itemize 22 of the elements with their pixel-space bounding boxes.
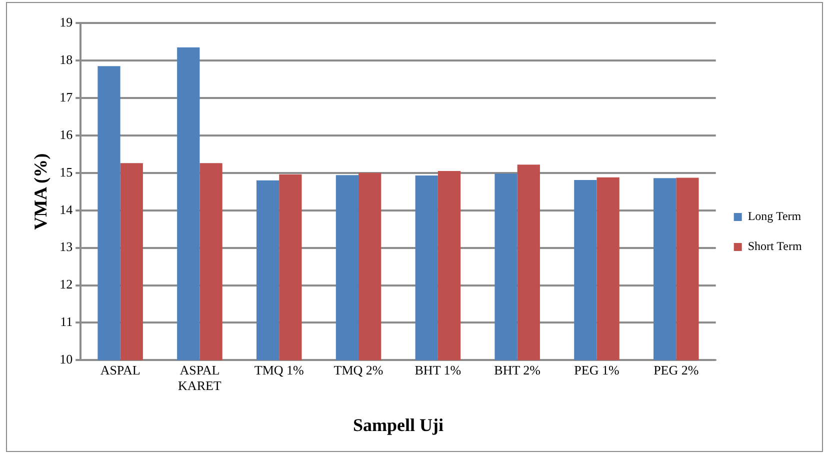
y-tick-label: 17 — [60, 89, 74, 104]
y-tick-label: 12 — [60, 276, 73, 292]
x-axis-title: Sampell Uji — [352, 414, 444, 435]
x-tick-label: PEG 2% — [654, 362, 699, 378]
y-tick-label: 16 — [60, 126, 74, 142]
x-tick-label: TMQ 2% — [334, 362, 384, 378]
x-tick-label: ASPAL KARET — [178, 362, 222, 394]
y-tick-label: 19 — [60, 14, 73, 30]
y-tick-label: 11 — [60, 314, 73, 330]
x-tick-label: BHT 1% — [414, 362, 462, 378]
x-tick-label: ASPAL — [100, 362, 140, 378]
y-tick-label: 10 — [60, 352, 73, 367]
y-tick-label: 15 — [60, 164, 73, 180]
legend-label: Long Term — [748, 209, 802, 224]
y-tick-label: 14 — [60, 202, 74, 217]
x-tick-label: BHT 2% — [494, 362, 541, 378]
x-tick-label: PEG 1% — [574, 362, 620, 378]
y-tick-label: 13 — [60, 239, 73, 254]
y-axis-title: VMA (%) — [30, 153, 50, 230]
x-tick-label: TMQ 1% — [254, 362, 304, 378]
legend-label: Short Term — [748, 239, 802, 254]
y-tick-label: 18 — [60, 52, 73, 67]
